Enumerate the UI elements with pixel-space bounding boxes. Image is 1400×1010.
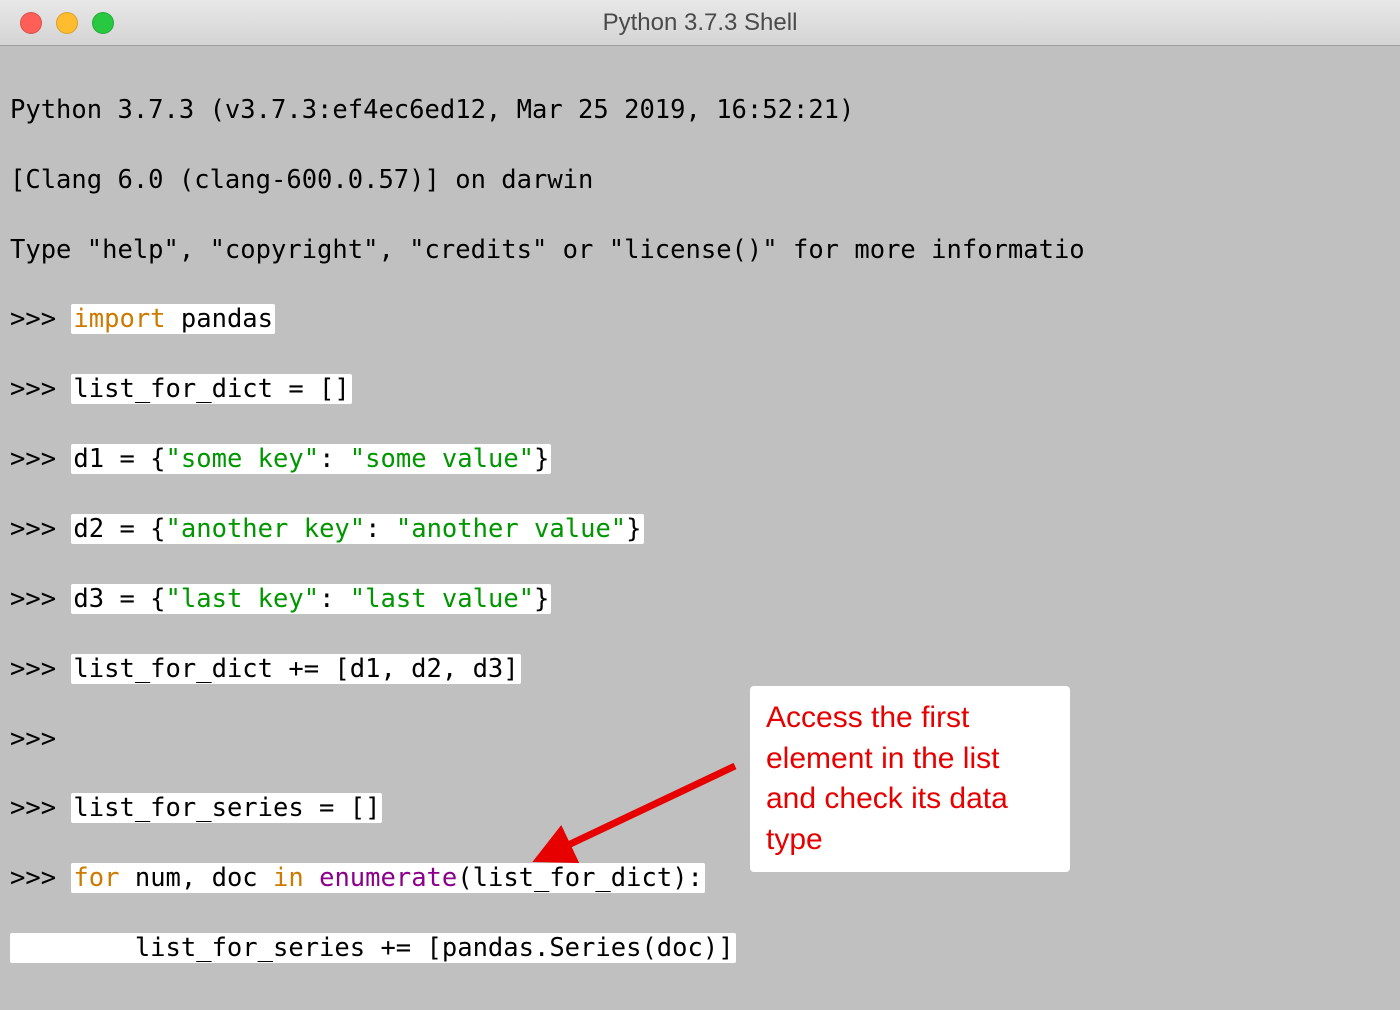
code-text: d2 = { — [73, 514, 165, 544]
keyword-for: for — [73, 863, 119, 893]
code-line: >>> import pandas — [10, 302, 1390, 337]
shell-content[interactable]: Python 3.7.3 (v3.7.3:ef4ec6ed12, Mar 25 … — [0, 46, 1400, 1010]
prompt: >>> — [10, 514, 71, 544]
prompt: >>> — [10, 444, 71, 474]
header-line: Type "help", "copyright", "credits" or "… — [10, 233, 1390, 268]
header-line: [Clang 6.0 (clang-600.0.57)] on darwin — [10, 163, 1390, 198]
prompt: >>> — [10, 793, 71, 823]
blank-prompt: >>> — [10, 722, 1390, 757]
code-line: >>> for num, doc in enumerate(list_for_d… — [10, 861, 1390, 896]
code-text: d3 = { — [73, 584, 165, 614]
header-line: Python 3.7.3 (v3.7.3:ef4ec6ed12, Mar 25 … — [10, 93, 1390, 128]
code-text: (list_for_dict): — [457, 863, 703, 893]
string-literal: "some value" — [350, 444, 534, 474]
string-literal: "last value" — [350, 584, 534, 614]
keyword-in: in — [273, 863, 304, 893]
code-line: >>> list_for_dict = [] — [10, 372, 1390, 407]
code-text: } — [534, 444, 549, 474]
builtin-enumerate: enumerate — [304, 863, 458, 893]
code-line: list_for_series += [pandas.Series(doc)] — [10, 931, 1390, 966]
code-line: >>> list_for_dict += [d1, d2, d3] — [10, 652, 1390, 687]
code-text: pandas — [166, 304, 273, 334]
code-line: >>> list_for_series = [] — [10, 791, 1390, 826]
window-root: Python 3.7.3 Shell Python 3.7.3 (v3.7.3:… — [0, 0, 1400, 1010]
code-text: list_for_series += [pandas.Series(doc)] — [10, 933, 736, 963]
prompt: >>> — [10, 374, 71, 404]
code-text: list_for_dict += [d1, d2, d3] — [71, 654, 520, 684]
code-text: num, doc — [119, 863, 273, 893]
titlebar: Python 3.7.3 Shell — [0, 0, 1400, 46]
string-literal: "another key" — [166, 514, 366, 544]
prompt: >>> — [10, 654, 71, 684]
code-text: list_for_dict = [] — [71, 374, 351, 404]
code-text: } — [626, 514, 641, 544]
string-literal: "some key" — [166, 444, 320, 474]
prompt: >>> — [10, 304, 71, 334]
code-text: : — [319, 584, 350, 614]
annotation-box: Access the first element in the list and… — [750, 686, 1070, 872]
code-line: >>> d1 = {"some key": "some value"} — [10, 442, 1390, 477]
string-literal: "last key" — [166, 584, 320, 614]
code-text: list_for_series = [] — [71, 793, 382, 823]
keyword-import: import — [73, 304, 165, 334]
prompt: >>> — [10, 863, 71, 893]
code-line: >>> d2 = {"another key": "another value"… — [10, 512, 1390, 547]
code-text: d1 = { — [73, 444, 165, 474]
window-title: Python 3.7.3 Shell — [0, 9, 1400, 37]
code-line: >>> d3 = {"last key": "last value"} — [10, 582, 1390, 617]
blank-line — [10, 1001, 1390, 1010]
prompt: >>> — [10, 584, 71, 614]
string-literal: "another value" — [396, 514, 626, 544]
code-text: : — [365, 514, 396, 544]
code-text: : — [319, 444, 350, 474]
code-text: } — [534, 584, 549, 614]
